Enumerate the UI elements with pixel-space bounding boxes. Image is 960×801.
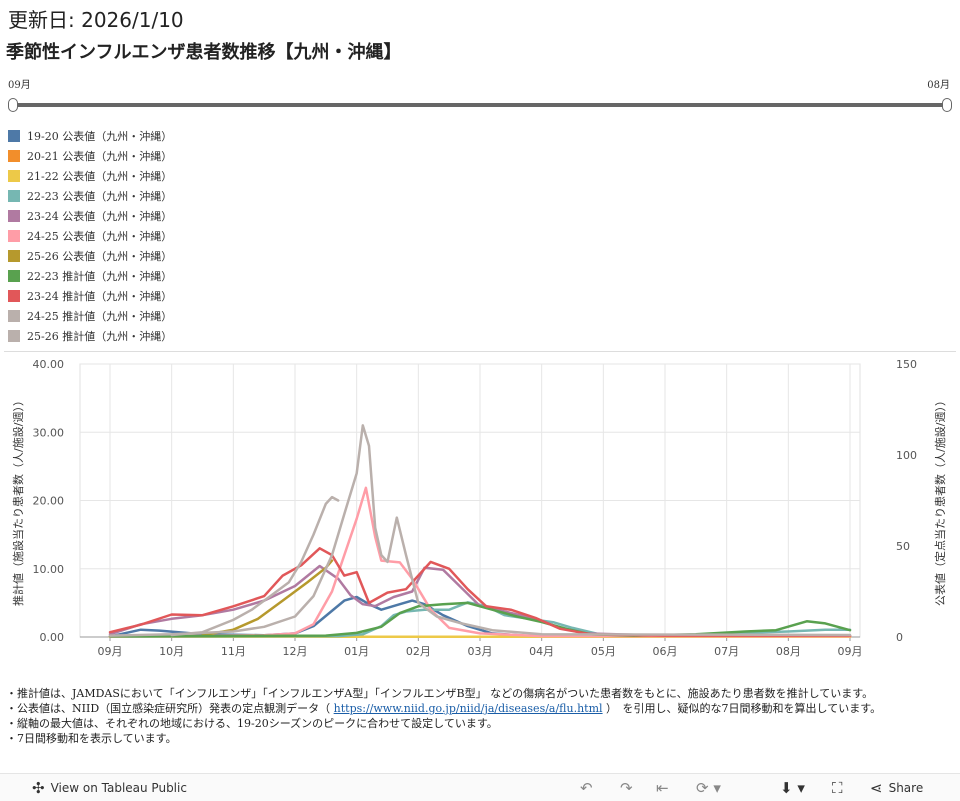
legend-label: 21-22 公表値（九州・沖縄）: [27, 170, 173, 183]
y-left-tick-label: 30.00: [33, 426, 65, 439]
y-right-tick-label: 100: [896, 449, 917, 462]
slider-track[interactable]: [14, 103, 946, 107]
legend-swatch: [8, 150, 20, 162]
fullscreen-button[interactable]: ⛶: [832, 779, 843, 797]
legend-item[interactable]: 23-24 推計値（九州・沖縄）: [8, 286, 172, 306]
x-tick-label: 07月: [714, 645, 739, 658]
legend-label: 25-26 公表値（九州・沖縄）: [27, 250, 173, 263]
share-button[interactable]: ⋖ Share: [870, 779, 924, 797]
y-left-axis-label: 推計値（施設当たり患者数（人/施設/週））: [11, 395, 25, 606]
legend-item[interactable]: 25-26 公表値（九州・沖縄）: [8, 246, 172, 266]
series-line: [108, 547, 852, 637]
legend-swatch: [8, 130, 20, 142]
note-4: ・7日間移動和を表示しています。: [6, 732, 177, 745]
x-tick-label: 10月: [159, 645, 184, 658]
view-on-tableau-button[interactable]: ✣ View on Tableau Public: [32, 779, 187, 797]
legend-item[interactable]: 22-23 公表値（九州・沖縄）: [8, 186, 172, 206]
slider-max-label: 08月: [927, 80, 950, 91]
legend: 19-20 公表値（九州・沖縄） 20-21 公表値（九州・沖縄） 21-22 公表…: [8, 126, 172, 346]
y-right-tick-label: 50: [896, 540, 910, 553]
y-left-tick-label: 40.00: [33, 358, 65, 371]
legend-item[interactable]: 24-25 推計値（九州・沖縄）: [8, 306, 172, 326]
redo-button[interactable]: ↷: [620, 779, 633, 797]
line-chart: 09月 10月 11月 12月 01月 02月 03月 04月 05月 06月 07月 08月 09月 0…: [11, 358, 947, 658]
y-right-tick-label: 150: [896, 358, 917, 371]
note-3: ・縦軸の最大値は、それぞれの地域における、19-20シーズンのピークに合わせて設…: [6, 717, 498, 730]
legend-item[interactable]: 21-22 公表値（九州・沖縄）: [8, 166, 172, 186]
redo-icon: ↷: [620, 779, 633, 797]
download-button[interactable]: ⬇ ▾: [780, 779, 805, 797]
y-right-tick-label: 0: [896, 631, 903, 644]
y-left-tick-label: 10.00: [33, 563, 65, 576]
legend-item[interactable]: 25-26 推計値（九州・沖縄）: [8, 326, 172, 346]
legend-label: 24-25 公表値（九州・沖縄）: [27, 230, 173, 243]
legend-swatch: [8, 310, 20, 322]
series-line: [108, 486, 852, 638]
legend-item[interactable]: 20-21 公表値（九州・沖縄）: [8, 146, 172, 166]
legend-label: 20-21 公表値（九州・沖縄）: [27, 150, 173, 163]
updated-date: 更新日: 2026/1/10: [8, 8, 184, 32]
x-tick-label: 12月: [283, 645, 308, 658]
y-left-tick-label: 0.00: [40, 631, 65, 644]
legend-swatch: [8, 270, 20, 282]
x-tick-label: 09月: [98, 645, 123, 658]
divider: [4, 351, 956, 352]
legend-swatch: [8, 250, 20, 262]
revert-icon: ⇤: [656, 779, 669, 797]
slider-min-label: 09月: [8, 80, 31, 91]
refresh-button[interactable]: ⟳ ▾: [696, 779, 721, 797]
page-title: 季節性インフルエンザ患者数推移【九州・沖縄】: [6, 42, 402, 63]
legend-label: 22-23 推計値（九州・沖縄）: [27, 270, 173, 283]
x-tick-label: 08月: [776, 645, 801, 658]
legend-label: 25-26 推計値（九州・沖縄）: [27, 330, 173, 343]
x-tick-label: 06月: [653, 645, 678, 658]
tableau-logo-icon: ✣: [32, 779, 45, 797]
x-tick-label: 09月: [838, 645, 863, 658]
y-right-axis-label: 公表値（定点当たり患者数（人/施設/週））: [933, 395, 947, 606]
series-line: [108, 601, 852, 638]
legend-item[interactable]: 22-23 推計値（九州・沖縄）: [8, 266, 172, 286]
date-range-slider[interactable]: 09月 08月: [8, 76, 954, 116]
x-tick-label: 02月: [406, 645, 431, 658]
niid-link[interactable]: https://www.niid.go.jp/niid/ja/diseases/…: [333, 702, 603, 715]
download-icon: ⬇ ▾: [780, 779, 805, 797]
y-left-tick-label: 20.00: [33, 495, 65, 508]
legend-swatch: [8, 330, 20, 342]
revert-button[interactable]: ⇤: [656, 779, 669, 797]
legend-swatch: [8, 290, 20, 302]
undo-icon: ↶: [580, 779, 593, 797]
series-line: [108, 424, 852, 637]
fullscreen-icon: ⛶: [832, 779, 843, 797]
slider-handle-start[interactable]: [8, 98, 18, 112]
slider-handle-end[interactable]: [942, 98, 952, 112]
undo-button[interactable]: ↶: [580, 779, 593, 797]
note-2: ・公表値は、NIID（国立感染症研究所）発表の定点観測データ（ https://…: [6, 702, 882, 715]
legend-swatch: [8, 210, 20, 222]
legend-label: 23-24 推計値（九州・沖縄）: [27, 290, 173, 303]
tableau-toolbar: ✣ View on Tableau Public ↶ ↷ ⇤ ⟳ ▾ ⬇ ▾ ⛶…: [0, 773, 960, 801]
x-tick-label: 05月: [591, 645, 616, 658]
legend-item[interactable]: 24-25 公表値（九州・沖縄）: [8, 226, 172, 246]
share-icon: ⋖: [870, 779, 883, 797]
x-tick-label: 04月: [529, 645, 554, 658]
legend-label: 22-23 公表値（九州・沖縄）: [27, 190, 173, 203]
legend-swatch: [8, 190, 20, 202]
legend-item[interactable]: 19-20 公表値（九州・沖縄）: [8, 126, 172, 146]
series-line: [170, 495, 340, 637]
note-1: ・推計値は、JAMDASにおいて「インフルエンザ」「インフルエンザA型」「インフ…: [6, 687, 874, 700]
refresh-icon: ⟳ ▾: [696, 779, 721, 797]
legend-item[interactable]: 23-24 公表値（九州・沖縄）: [8, 206, 172, 226]
x-tick-label: 11月: [221, 645, 246, 658]
legend-label: 23-24 公表値（九州・沖縄）: [27, 210, 173, 223]
x-tick-label: 01月: [344, 645, 369, 658]
legend-swatch: [8, 230, 20, 242]
legend-label: 24-25 推計値（九州・沖縄）: [27, 310, 173, 323]
legend-label: 19-20 公表値（九州・沖縄）: [27, 130, 173, 143]
notes: ・推計値は、JAMDASにおいて「インフルエンザ」「インフルエンザA型」「インフ…: [6, 686, 951, 746]
x-tick-label: 03月: [468, 645, 493, 658]
legend-swatch: [8, 170, 20, 182]
